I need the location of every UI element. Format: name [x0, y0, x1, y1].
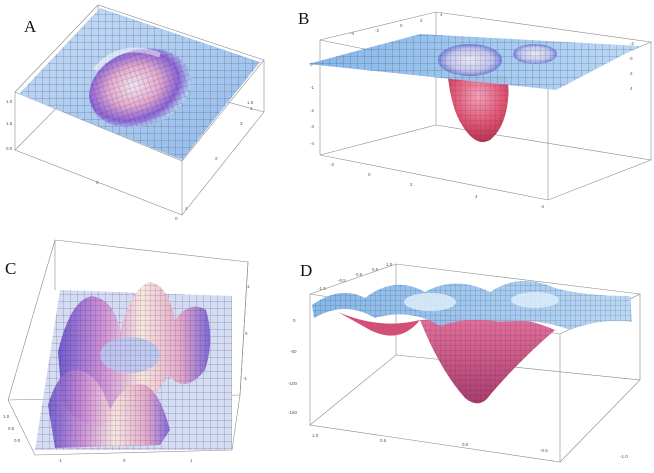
panel-a-tick: 0.0	[6, 146, 13, 151]
panel-d-label: D	[300, 261, 312, 280]
panel-d-tick: 1.0	[386, 262, 393, 267]
panel-a-tick: 2	[215, 156, 218, 161]
panel-b-tick: 0	[310, 62, 313, 67]
panel-b-tick: 0	[368, 172, 371, 177]
panel-b-tick: -1	[310, 85, 314, 90]
panel-b-tick: 0	[630, 56, 633, 61]
panel-d-tick: -100	[288, 381, 298, 386]
panel-b-tick: 2	[630, 71, 633, 76]
panel-d-tick: 0	[293, 318, 296, 323]
panel-d-tick: 0.0	[356, 272, 363, 277]
panel-c-tick: 0	[123, 458, 126, 463]
panel-c-tick: -1	[58, 458, 62, 463]
panel-c-tick: 0.5	[8, 426, 15, 431]
panel-a-tick: 1.0	[247, 100, 254, 105]
panel-a-tick: 3	[240, 121, 243, 126]
panel-a-surface	[19, 8, 260, 160]
panel-b-ticks: -4 -2 0 2 4 0 -1 -2 -3 -4 -2 0 2 4 -4 -2…	[310, 12, 634, 209]
panel-b-tick: 4	[630, 86, 633, 91]
panel-b-tick: -2	[375, 28, 379, 33]
panel-d-tick: -0.5	[338, 278, 346, 283]
panel-c-label: C	[5, 259, 16, 278]
panel-b: B -4 -2 0 2 4 0 -1	[298, 9, 653, 209]
panel-c-ticks: 1 0 -1 1.0 0.5 0.0 -1 0 1	[3, 284, 250, 463]
panel-b-tick: 4	[475, 194, 478, 199]
panel-b-label: B	[298, 9, 309, 28]
panel-d-tick: 1.0	[312, 433, 319, 438]
panel-a-tick: 1	[185, 206, 188, 211]
panel-d-tick: 0.0	[462, 442, 469, 447]
panel-b-tick: -4	[310, 141, 314, 146]
panel-a-tick: 1	[250, 106, 253, 111]
panel-a-tick: 1.0	[6, 99, 13, 104]
panel-d-ticks: -1.0 -0.5 0.0 0.5 1.0 0 -50 -100 -150 1.…	[288, 262, 628, 459]
panel-c-tick: 1.0	[3, 414, 10, 419]
panel-a: A 1.0 1.5 0.0 1.0 0 1 2 3 0	[6, 4, 265, 221]
panel-c-tick: 1	[247, 284, 250, 289]
panel-d-tick: -50	[290, 349, 297, 354]
panel-b-tick: 2	[420, 18, 423, 23]
panel-c-tick: 0.0	[14, 438, 21, 443]
panel-a-tick: 0	[175, 216, 178, 221]
panel-b-tick: -4	[350, 31, 354, 36]
panel-d-tick: 0.5	[380, 438, 387, 443]
panel-a-tick: 0	[96, 180, 99, 185]
panel-d-surface	[312, 280, 632, 404]
panel-b-tick: 2	[410, 182, 413, 187]
panel-c-axes-box	[7, 239, 249, 456]
panel-d-tick: -150	[288, 410, 298, 415]
panel-b-tick: -2	[310, 108, 314, 113]
panel-d-tick: -1.0	[620, 454, 628, 459]
panel-c-tick: -1	[243, 376, 247, 381]
panel-b-tick: -2	[630, 41, 634, 46]
panel-b-tick: -2	[330, 162, 334, 167]
panel-a-label: A	[24, 17, 37, 36]
panel-c: C 1 0 -1 1.0 0.5 0.0 -1	[3, 239, 250, 463]
panel-d-tick: -0.5	[540, 448, 548, 453]
panel-d: D -1.0 -0.5 0.0 0.5 1.0 0 -5	[288, 261, 642, 463]
panel-b-surface	[308, 34, 640, 143]
panel-b-tick: 0	[400, 23, 403, 28]
panel-c-tick: 1	[190, 458, 193, 463]
panel-c-surface	[35, 282, 232, 450]
panel-a-ticks: 1.0 1.5 0.0 1.0 0 1 2 3 0 1	[6, 99, 254, 221]
panel-a-tick: 1.5	[6, 121, 13, 126]
panel-d-tick: 0.5	[372, 267, 379, 272]
panel-b-tick: -4	[540, 204, 544, 209]
panel-b-tick: 4	[440, 12, 443, 17]
panel-c-tick: 0	[245, 331, 248, 336]
panel-d-tick: -1.0	[318, 286, 326, 291]
panel-b-tick: -3	[310, 124, 314, 129]
